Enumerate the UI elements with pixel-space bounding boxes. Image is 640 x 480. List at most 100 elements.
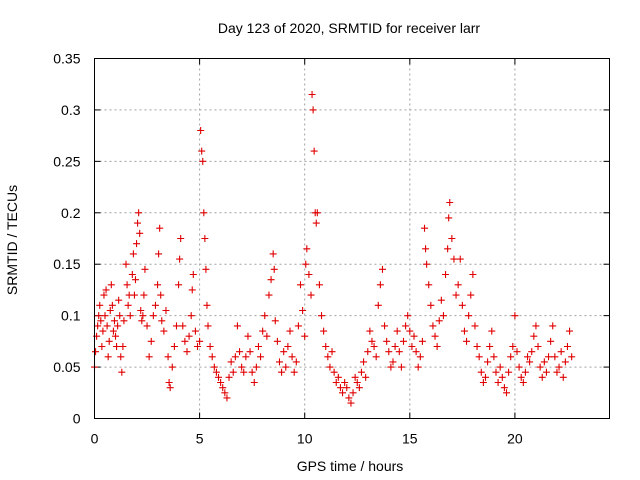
data-point (191, 327, 199, 335)
data-point (433, 343, 441, 350)
data-point (563, 343, 571, 350)
data-point (136, 229, 144, 237)
data-point (265, 291, 273, 299)
data-point (452, 291, 460, 299)
data-point (446, 199, 454, 206)
plot-frame (94, 58, 610, 419)
data-point (454, 281, 462, 289)
data-point (175, 281, 183, 289)
data-point (238, 363, 246, 371)
data-point (181, 337, 189, 345)
data-point (297, 281, 304, 289)
data-point (189, 271, 197, 278)
data-point (347, 399, 355, 407)
data-point (322, 343, 330, 350)
data-point (557, 348, 565, 356)
data-point (100, 291, 108, 299)
data-point (549, 322, 557, 330)
data-point (494, 379, 502, 386)
data-point (545, 353, 553, 361)
data-point (154, 281, 162, 289)
data-point (147, 337, 155, 345)
data-point (492, 368, 500, 376)
y-tick-label: 0.05 (53, 359, 80, 375)
data-point (98, 343, 106, 350)
data-point (339, 389, 347, 397)
data-point (448, 235, 456, 242)
data-point (561, 358, 569, 366)
data-point (308, 91, 316, 98)
data-point (155, 250, 163, 258)
data-point (115, 296, 123, 304)
data-point (197, 127, 205, 134)
data-point (170, 343, 178, 350)
data-point (233, 322, 241, 330)
x-tick-label: 15 (402, 431, 418, 447)
grid (94, 58, 610, 419)
data-point (551, 353, 559, 361)
data-point (511, 312, 519, 320)
data-point (223, 394, 231, 402)
data-point (252, 363, 260, 371)
data-point (318, 312, 326, 320)
data-point (302, 260, 310, 268)
data-point (343, 384, 351, 392)
data-point (366, 327, 374, 335)
data-point (460, 327, 468, 335)
data-point (336, 384, 344, 392)
data-point (280, 348, 288, 356)
data-point (113, 343, 121, 350)
data-point (284, 343, 292, 350)
data-point (119, 343, 127, 350)
x-axis-label: GPS time / hours (297, 458, 404, 474)
data-point (257, 353, 265, 361)
data-point (259, 327, 267, 335)
data-point (250, 379, 258, 386)
y-tick-label: 0.25 (53, 153, 80, 169)
data-point (110, 317, 118, 325)
data-point (498, 373, 506, 381)
data-point (467, 291, 475, 299)
data-point (566, 327, 574, 335)
data-point (345, 394, 353, 402)
data-point (139, 312, 147, 320)
data-point (204, 322, 212, 330)
data-point (267, 276, 275, 284)
data-point (227, 358, 235, 366)
data-point (332, 379, 340, 386)
data-point (196, 337, 204, 345)
data-point (526, 358, 534, 366)
data-point (183, 348, 191, 356)
data-point (397, 363, 405, 371)
data-point (385, 348, 393, 356)
data-point (158, 317, 166, 325)
data-point (176, 255, 184, 263)
x-tick-label: 20 (507, 431, 523, 447)
data-point (410, 332, 418, 340)
data-point (290, 368, 298, 376)
data-point (131, 276, 139, 284)
data-point (475, 353, 483, 361)
data-point (270, 265, 278, 273)
data-point (528, 348, 536, 356)
data-point (479, 379, 487, 386)
data-point (99, 327, 107, 335)
data-point (149, 312, 157, 320)
data-point (303, 245, 311, 253)
y-axis-label: SRMTID / TECUs (4, 185, 20, 295)
data-point (122, 260, 130, 268)
data-point (389, 358, 397, 366)
data-point (355, 384, 363, 392)
data-point (126, 312, 134, 320)
data-point (157, 291, 165, 299)
data-point (292, 358, 300, 366)
data-point (496, 363, 504, 371)
data-point (107, 281, 115, 289)
data-point (488, 327, 496, 335)
data-point (102, 286, 110, 294)
data-point (240, 368, 248, 376)
data-point (400, 337, 407, 345)
data-point (395, 348, 403, 356)
data-point (215, 373, 223, 381)
data-point (422, 245, 430, 253)
